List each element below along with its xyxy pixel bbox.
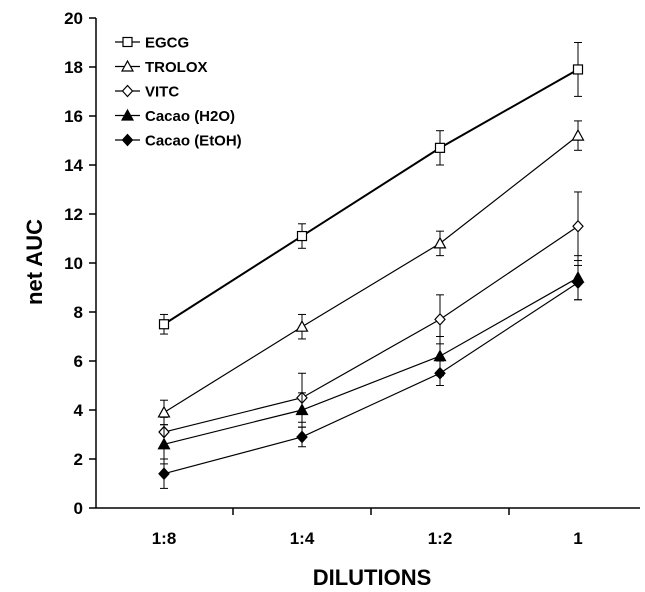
legend: EGCG TROLOX VITC Cacao (H2O) Cacao (EtOH) [115,35,242,150]
marker-square [122,36,133,48]
legend-label: EGCG [145,35,189,52]
marker-diamond [572,219,584,233]
series-line [163,135,579,413]
y-tick-label: 16 [64,107,83,126]
y-tick-label: 14 [64,156,83,175]
series-egcg [158,42,584,335]
y-tick-label: 4 [74,401,84,420]
legend-item: TROLOX [115,59,208,76]
y-tick-label: 12 [64,205,83,224]
marker-triangle [120,59,135,72]
x-tick-label: 1:8 [152,529,177,548]
y-tick-label: 10 [64,254,83,273]
legend-item: VITC [115,84,179,101]
marker-diamond [296,430,308,444]
marker-triangle [433,236,447,249]
marker-diamond [121,84,134,98]
marker-square [434,142,446,153]
series-line [163,225,579,433]
y-axis-title: net AUC [22,219,47,305]
y-tick-label: 8 [74,303,83,322]
marker-square [296,230,308,242]
marker-triangle [571,128,585,141]
legend-label: TROLOX [145,59,208,76]
marker-square [158,319,170,330]
y-tick-label: 2 [74,450,83,469]
series-line [163,277,579,445]
marker-diamond [434,366,446,380]
marker-diamond [121,133,134,147]
y-tick-label: 6 [74,352,83,371]
legend-label: Cacao (H2O) [145,108,235,125]
series-layer [157,42,585,489]
y-axis-ticks: 0 2 4 6 8 10 12 14 16 18 20 [64,9,96,518]
marker-triangle [295,319,309,332]
x-tick-label: 1:4 [290,529,315,548]
marker-triangle [157,405,171,418]
legend-label: Cacao (EtOH) [145,133,242,150]
marker-triangle [157,437,171,450]
marker-triangle [295,403,309,416]
series-trolox [157,120,585,426]
series-cacao-etoh [158,264,584,489]
series-line [163,68,579,326]
marker-square [572,64,584,75]
marker-triangle [120,108,135,121]
series-line [163,282,579,475]
y-tick-label: 20 [64,9,83,28]
marker-diamond [158,467,170,481]
legend-item: Cacao (H2O) [115,108,235,125]
marker-triangle [433,349,447,362]
marker-diamond [572,276,584,289]
series-cacao-h2o [157,255,585,465]
y-tick-label: 18 [64,58,83,77]
legend-item: EGCG [115,35,189,52]
x-axis-ticks: 1:8 1:4 1:2 1 [152,508,583,548]
y-tick-label: 0 [74,499,83,518]
legend-label: VITC [145,84,179,101]
x-tick-label: 1:2 [428,529,453,548]
x-axis-title: DILUTIONS [313,565,432,590]
marker-diamond [434,312,446,326]
series-vitc [158,191,584,448]
legend-item: Cacao (EtOH) [115,133,242,150]
x-tick-label: 1 [573,529,582,548]
